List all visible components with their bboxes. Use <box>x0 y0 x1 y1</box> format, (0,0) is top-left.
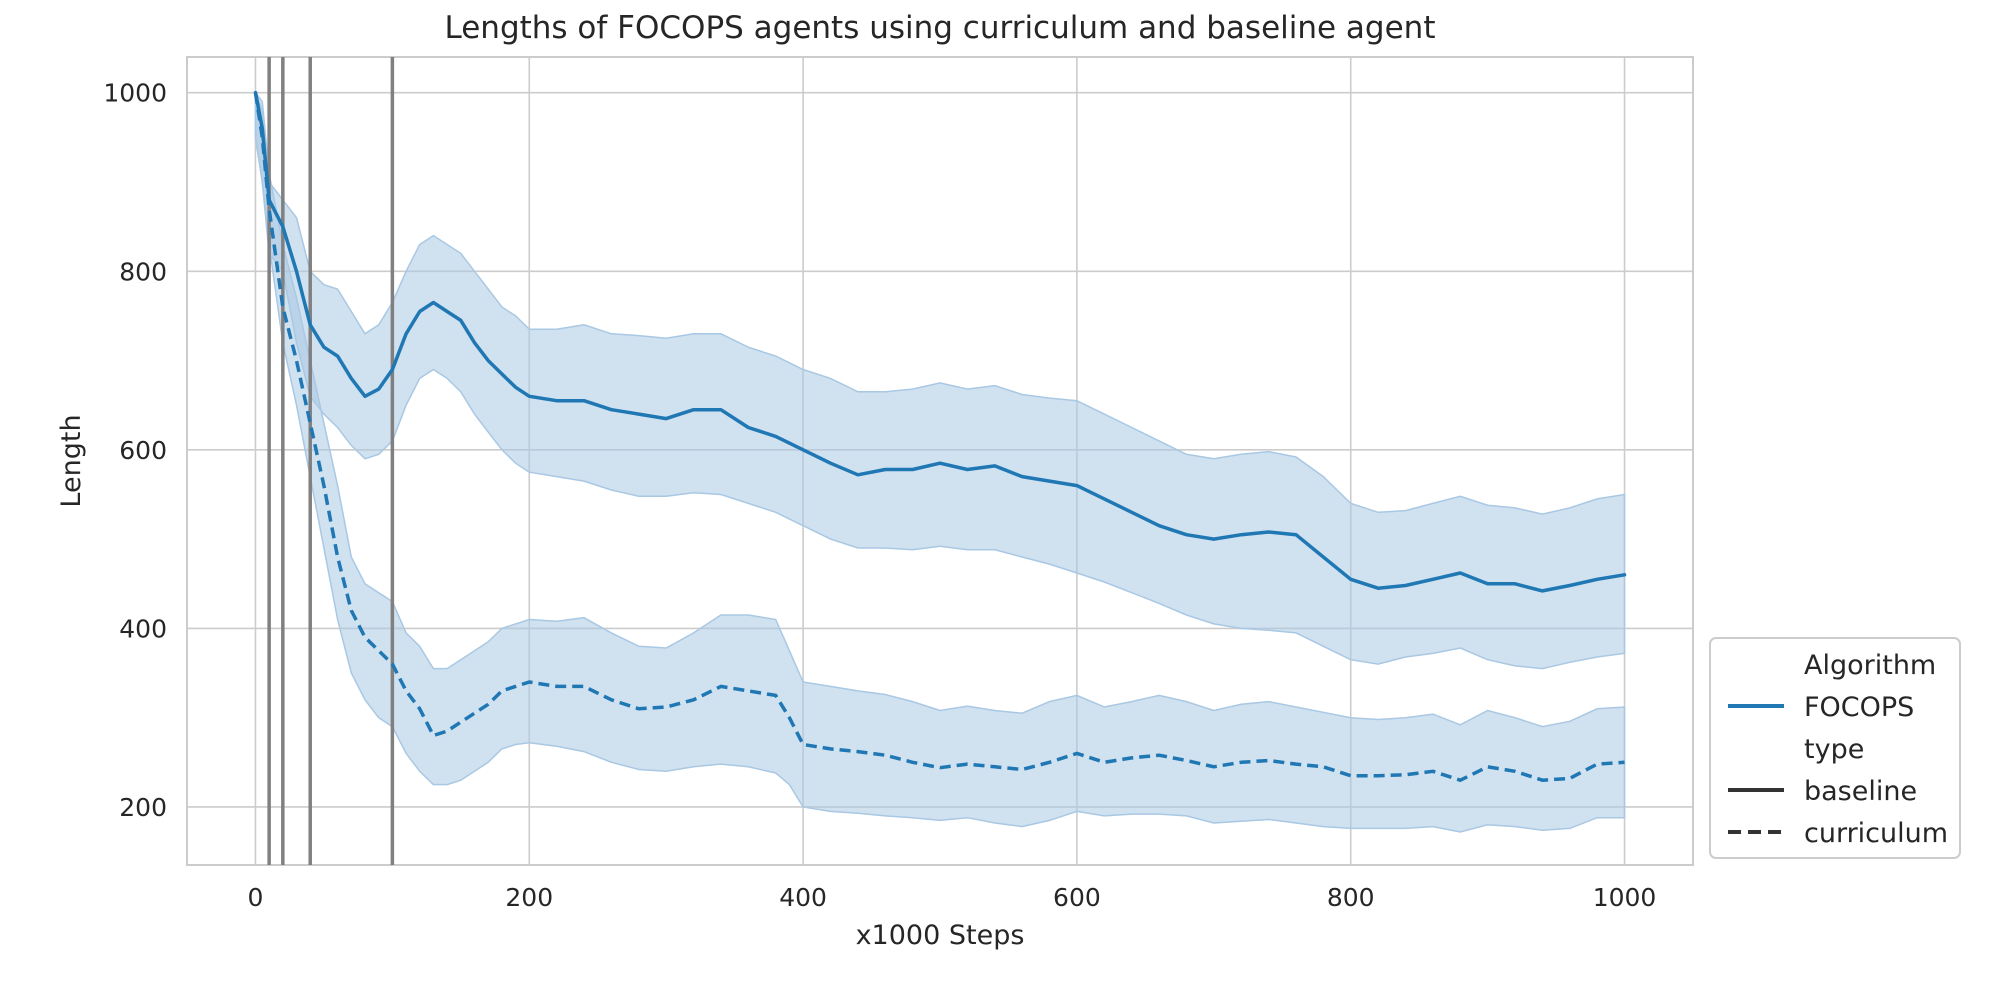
x-tick-label: 0 <box>248 883 264 912</box>
legend-frame <box>1709 637 1961 859</box>
x-tick-label: 1000 <box>1593 883 1657 912</box>
y-tick-label: 400 <box>119 614 167 643</box>
legend-label: baseline <box>1804 776 1917 807</box>
chart-title: Lengths of FOCOPS agents using curriculu… <box>445 10 1436 46</box>
x-tick-labels: 0 200 400 600 800 1000 <box>248 883 1657 912</box>
legend-label: FOCOPS <box>1804 692 1914 723</box>
x-tick-label: 400 <box>779 883 827 912</box>
legend-label: type <box>1804 734 1864 765</box>
y-axis-label: Length <box>56 414 87 507</box>
legend: Algorithm FOCOPS type baseline curriculum <box>1709 637 1961 859</box>
y-tick-label: 200 <box>119 793 167 822</box>
x-tick-label: 200 <box>505 883 553 912</box>
confidence-bands <box>254 90 1626 833</box>
x-axis-label: x1000 Steps <box>856 920 1025 951</box>
legend-label: curriculum <box>1804 818 1948 849</box>
x-tick-label: 600 <box>1053 883 1101 912</box>
series-lines <box>253 90 1627 782</box>
y-tick-labels: 200 400 600 800 1000 <box>103 79 167 822</box>
y-tick-label: 600 <box>119 436 167 465</box>
line-curriculum <box>253 92 1625 782</box>
x-tick-label: 800 <box>1327 883 1375 912</box>
band-curriculum <box>254 90 1626 833</box>
y-tick-label: 800 <box>119 257 167 286</box>
legend-label: Algorithm <box>1804 650 1936 681</box>
y-tick-label: 1000 <box>103 79 167 108</box>
line-baseline <box>253 90 1627 593</box>
band-baseline <box>254 92 1626 670</box>
